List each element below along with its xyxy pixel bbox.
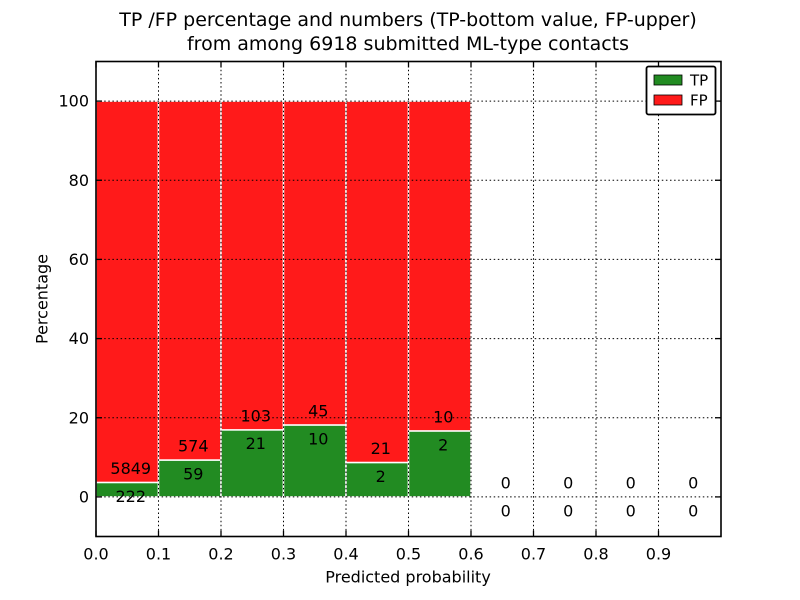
- tp-count-label: 0: [501, 501, 511, 520]
- tp-count-label: 59: [183, 464, 203, 483]
- legend-swatch-fp: [653, 94, 683, 106]
- legend-label-tp: TP: [689, 72, 708, 90]
- tp-count-label: 0: [626, 501, 636, 520]
- x-tick-label: 0.8: [583, 545, 608, 564]
- tp-count-label: 2: [376, 467, 386, 486]
- x-tick-label: 0.3: [271, 545, 296, 564]
- fp-count-label: 0: [688, 474, 698, 493]
- fp-count-label: 21: [371, 439, 391, 458]
- y-axis-label: Percentage: [33, 254, 52, 344]
- x-tick-label: 0.2: [208, 545, 233, 564]
- x-tick-label: 0.4: [333, 545, 358, 564]
- chart-title-line2: from among 6918 submitted ML-type contac…: [187, 33, 629, 55]
- x-tick-label: 0.0: [83, 545, 108, 564]
- y-tick-label: 0: [79, 487, 89, 506]
- fp-count-label: 0: [626, 474, 636, 493]
- bar-labels-layer: 5849 222 574 59 103 21 45 10 21 2 10 2 0 0 0 0 0 0 0 0: [110, 402, 698, 521]
- y-tick-label: 100: [58, 92, 89, 111]
- fp-count-label: 574: [178, 437, 209, 456]
- bar-fp: [157, 100, 222, 461]
- fp-count-label: 103: [240, 407, 271, 426]
- x-tick-label: 0.9: [646, 545, 671, 564]
- tp-count-label: 2: [438, 435, 448, 454]
- y-tick-label: 40: [69, 329, 89, 348]
- tp-count-label: 0: [563, 501, 573, 520]
- tp-count-label: 21: [246, 434, 266, 453]
- x-tick-label: 0.6: [458, 545, 483, 564]
- fp-count-label: 10: [433, 408, 453, 427]
- x-tick-label: 0.1: [146, 545, 171, 564]
- y-tick-label: 80: [69, 171, 89, 190]
- bar-tp: [345, 461, 410, 498]
- bar-fp: [407, 100, 472, 432]
- bar-fp: [220, 100, 285, 431]
- x-axis-label: Predicted probability: [325, 568, 491, 587]
- legend-label-fp: FP: [690, 92, 708, 110]
- bar-fp: [95, 100, 160, 484]
- y-tick-label: 60: [69, 250, 89, 269]
- chart-title-line1: TP /FP percentage and numbers (TP-bottom…: [118, 9, 697, 31]
- fp-count-label: 5849: [110, 459, 151, 478]
- fp-count-label: 0: [501, 474, 511, 493]
- bar-fp: [282, 100, 347, 426]
- ticks-layer: 0.0 0.1 0.2 0.3 0.4 0.5 0.6 0.7 0.8 0.90204060801…: [58, 61, 721, 564]
- gridlines-layer: [96, 61, 721, 537]
- fp-count-label: 45: [308, 402, 328, 421]
- legend-swatch-tp: [653, 74, 683, 86]
- x-tick-label: 0.5: [396, 545, 421, 564]
- tp-count-label: 10: [308, 429, 328, 448]
- x-tick-label: 0.7: [521, 545, 546, 564]
- bars-layer: [95, 100, 472, 498]
- bar-fp: [345, 100, 410, 464]
- legend: TP FP: [645, 65, 717, 116]
- tp-count-label: 0: [688, 501, 698, 520]
- fp-count-label: 0: [563, 474, 573, 493]
- tp-count-label: 222: [115, 487, 146, 506]
- y-tick-label: 20: [69, 408, 89, 427]
